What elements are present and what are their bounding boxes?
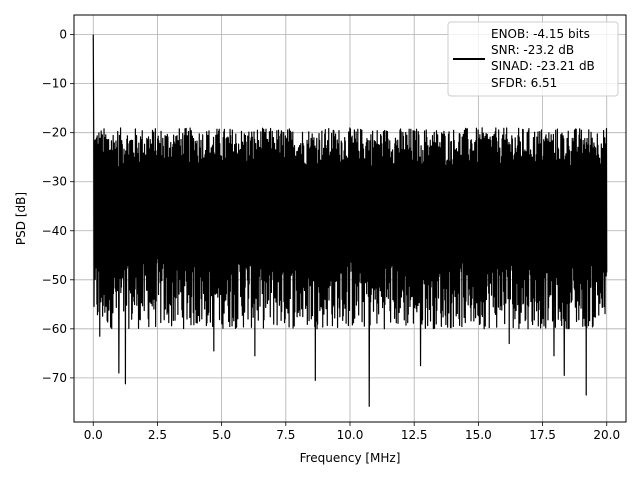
y-tick-label: −30 (42, 175, 67, 189)
x-tick-label: 15.0 (465, 428, 492, 442)
legend-line-snr: SNR: -23.2 dB (491, 43, 574, 57)
legend: ENOB: -4.15 bits SNR: -23.2 dB SINAD: -2… (447, 21, 619, 97)
x-tick-label: 12.5 (401, 428, 428, 442)
x-tick-label: 2.5 (148, 428, 167, 442)
legend-line-enob: ENOB: -4.15 bits (491, 27, 590, 41)
y-tick-label: −10 (42, 77, 67, 91)
psd-trace-line (92, 34, 608, 407)
y-tick-label: −50 (42, 273, 67, 287)
x-tick-label: 7.5 (276, 428, 295, 442)
y-tick-label: 0 (59, 28, 67, 42)
y-axis-ticks: 0 −10 −20 −30 −40 −50 −60 −70 (42, 28, 74, 385)
y-tick-label: −70 (42, 371, 67, 385)
y-tick-label: −20 (42, 126, 67, 140)
x-tick-label: 17.5 (529, 428, 556, 442)
x-axis-ticks: 0.0 2.5 5.0 7.5 10.0 12.5 15.0 17.5 20.0 (84, 422, 620, 442)
x-tick-label: 5.0 (212, 428, 231, 442)
x-tick-label: 20.0 (593, 428, 620, 442)
legend-line-sfdr: SFDR: 6.51 (491, 76, 557, 90)
y-tick-label: −60 (42, 322, 67, 336)
x-tick-label: 0.0 (84, 428, 103, 442)
x-axis-label: Frequency [MHz] (300, 451, 401, 465)
y-axis-label: PSD [dB] (14, 192, 28, 245)
x-tick-label: 10.0 (337, 428, 364, 442)
legend-line-sinad: SINAD: -23.21 dB (491, 59, 595, 73)
y-tick-label: −40 (42, 224, 67, 238)
legend-box (447, 21, 619, 97)
series-psd (92, 34, 608, 407)
